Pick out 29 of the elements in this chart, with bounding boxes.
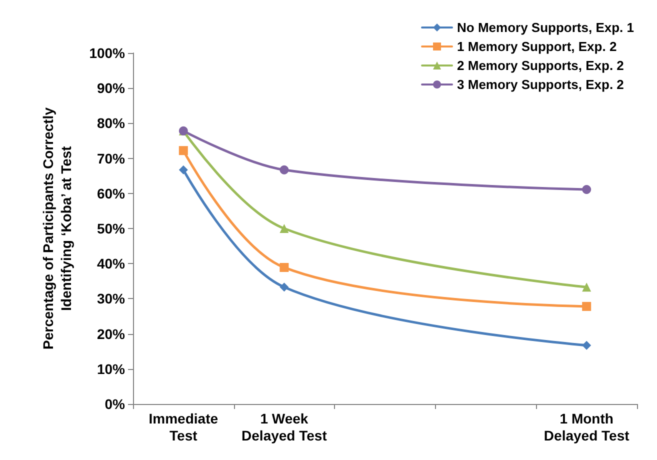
point xyxy=(582,340,592,350)
x-tick-label: 1 Week Delayed Test xyxy=(242,410,328,444)
y-tick-label: 80% xyxy=(96,115,126,132)
y-tick-label: 100% xyxy=(89,45,126,61)
y-tick-label: 20% xyxy=(96,326,126,342)
legend-label: No Memory Supports, Exp. 1 xyxy=(457,20,634,35)
y-tick-label: 30% xyxy=(96,290,126,307)
point xyxy=(582,185,592,194)
point xyxy=(280,224,289,233)
point xyxy=(582,282,592,292)
y-tick-label: 50% xyxy=(96,220,126,236)
point xyxy=(280,282,289,292)
y-tick-label: 90% xyxy=(96,80,126,96)
point xyxy=(280,262,289,272)
y-tick-label: 70% xyxy=(96,150,126,166)
legend-label: 1 Memory Support, Exp. 2 xyxy=(457,39,617,54)
y-tick-label: 10% xyxy=(96,360,126,377)
point xyxy=(178,165,188,174)
point xyxy=(280,165,289,174)
point xyxy=(582,302,592,311)
y-axis-title: Percentage of Participants Correctly Identifying ‘Koba’ at Test xyxy=(40,107,74,350)
y-tick-label: 0% xyxy=(104,396,126,412)
x-tick-label: 1 Month Delayed Test xyxy=(544,410,630,444)
y-tick-label: 60% xyxy=(96,185,126,202)
point xyxy=(178,146,188,156)
x-tick-label: Immediate Test xyxy=(148,410,218,444)
legend-label: 3 Memory Supports, Exp. 2 xyxy=(457,77,624,92)
legend-label: 2 Memory Supports, Exp. 2 xyxy=(457,58,624,73)
y-tick-label: 40% xyxy=(96,256,126,272)
